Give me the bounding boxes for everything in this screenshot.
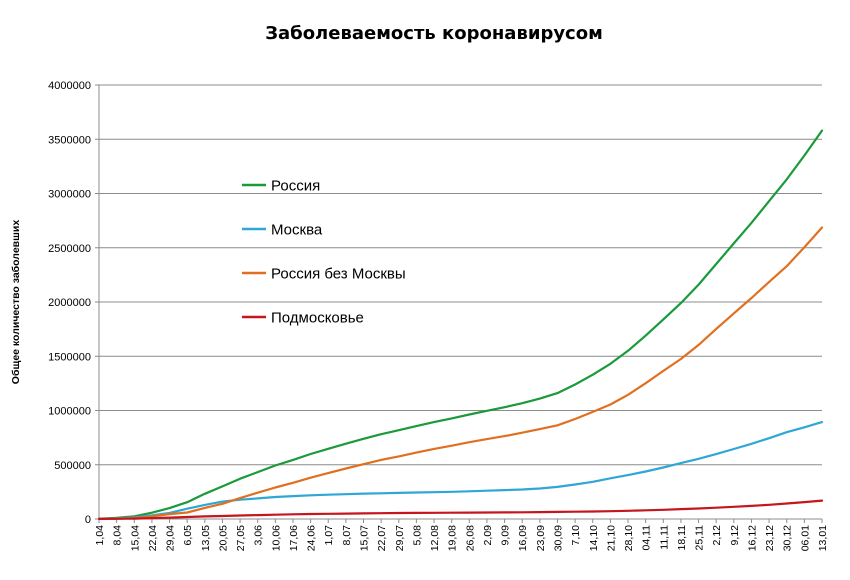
x-tick-label: 12,08 xyxy=(429,525,441,551)
x-tick-label: 9,12 xyxy=(729,525,741,546)
x-tick-label: 9,09 xyxy=(500,525,512,546)
y-tick-label: 500000 xyxy=(54,460,91,472)
y-tick-label: 3000000 xyxy=(48,189,91,201)
x-tick-label: 23,09 xyxy=(535,525,547,551)
x-tick-label: 24,06 xyxy=(306,525,318,551)
series-line xyxy=(97,226,824,521)
y-tick-label: 0 xyxy=(85,514,91,526)
x-tick-label: 26,08 xyxy=(464,525,476,551)
x-tick-label: 29,04 xyxy=(165,525,177,551)
x-tick-label: 25,11 xyxy=(694,525,706,551)
y-axis-label: Общее количество заболевших xyxy=(10,220,22,385)
y-tick-label: 2500000 xyxy=(48,243,91,255)
x-tick-label: 19,08 xyxy=(447,525,459,551)
series-lines xyxy=(97,129,824,521)
x-tick-label: 2,09 xyxy=(482,525,494,546)
x-tick-label: 22,04 xyxy=(147,525,159,551)
legend-entry: Москва xyxy=(271,222,323,239)
legend-entry: Подмосковье xyxy=(271,310,364,327)
x-tick-label: 30,12 xyxy=(782,525,794,551)
x-tick-label: 8,04 xyxy=(112,525,124,546)
x-tick-label: 30,09 xyxy=(552,525,564,551)
y-tick-label: 4000000 xyxy=(48,80,91,92)
series-line xyxy=(97,421,824,520)
legend-entry: Россия без Москвы xyxy=(271,266,406,283)
x-tick-label: 7,10 xyxy=(570,525,582,546)
x-tick-label: 13,01 xyxy=(817,525,829,551)
x-tick-label: 2,12 xyxy=(711,525,723,546)
x-tick-label: 27,05 xyxy=(235,525,247,551)
y-tick-label: 2000000 xyxy=(48,297,91,309)
legend-entry: Россия xyxy=(271,178,320,195)
x-tick-label: 6,05 xyxy=(182,525,194,546)
chart-title: Заболеваемость коронавирусом xyxy=(265,23,603,44)
x-tick-label: 20,05 xyxy=(217,525,229,551)
x-tick-label: 29,07 xyxy=(394,525,406,551)
x-tick-label: 18,11 xyxy=(676,525,688,551)
x-tick-label: 11,11 xyxy=(658,525,670,550)
x-tick-label: 15,07 xyxy=(359,525,371,551)
x-tick-label: 1,07 xyxy=(323,525,335,546)
y-tick-label: 1000000 xyxy=(48,406,91,418)
x-tick-label: 16,12 xyxy=(746,525,758,551)
x-tick-label: 3,06 xyxy=(253,525,265,546)
x-tick-label: 1,04 xyxy=(94,525,106,546)
y-tick-label: 1500000 xyxy=(48,351,91,363)
x-tick-label: 17,06 xyxy=(288,525,300,551)
series-line xyxy=(97,129,824,520)
gridlines xyxy=(95,84,823,523)
x-tick-label: 8,07 xyxy=(341,525,353,546)
x-tick-label: 16,09 xyxy=(517,525,529,551)
legend: Россия Москва Россия без Москвы Подмосковье xyxy=(242,178,406,327)
x-tick-label: 15,04 xyxy=(129,525,141,551)
x-tick-label: 13,05 xyxy=(200,525,212,551)
x-tick-label: 06,01 xyxy=(799,525,811,551)
x-tick-label: 28,10 xyxy=(623,525,635,551)
x-tick-label: 5,08 xyxy=(411,525,423,546)
x-tick-label: 23,12 xyxy=(764,525,776,551)
y-tick-label: 3500000 xyxy=(48,134,91,146)
series-line xyxy=(97,499,824,521)
x-tick-label: 04,11 xyxy=(641,525,653,551)
x-tick-label: 22,07 xyxy=(376,525,388,551)
x-tick-labels: 1,04 8,04 15,04 22,04 29,04 6,05 13,05 20,05 27,… xyxy=(94,525,829,551)
y-tick-labels: 0 500000 1000000 1500000 2000000 2500000 30000… xyxy=(48,80,91,526)
x-tick-label: 21,10 xyxy=(605,525,617,551)
x-tick-label: 10,06 xyxy=(270,525,282,551)
x-tick-label: 14,10 xyxy=(588,525,600,551)
